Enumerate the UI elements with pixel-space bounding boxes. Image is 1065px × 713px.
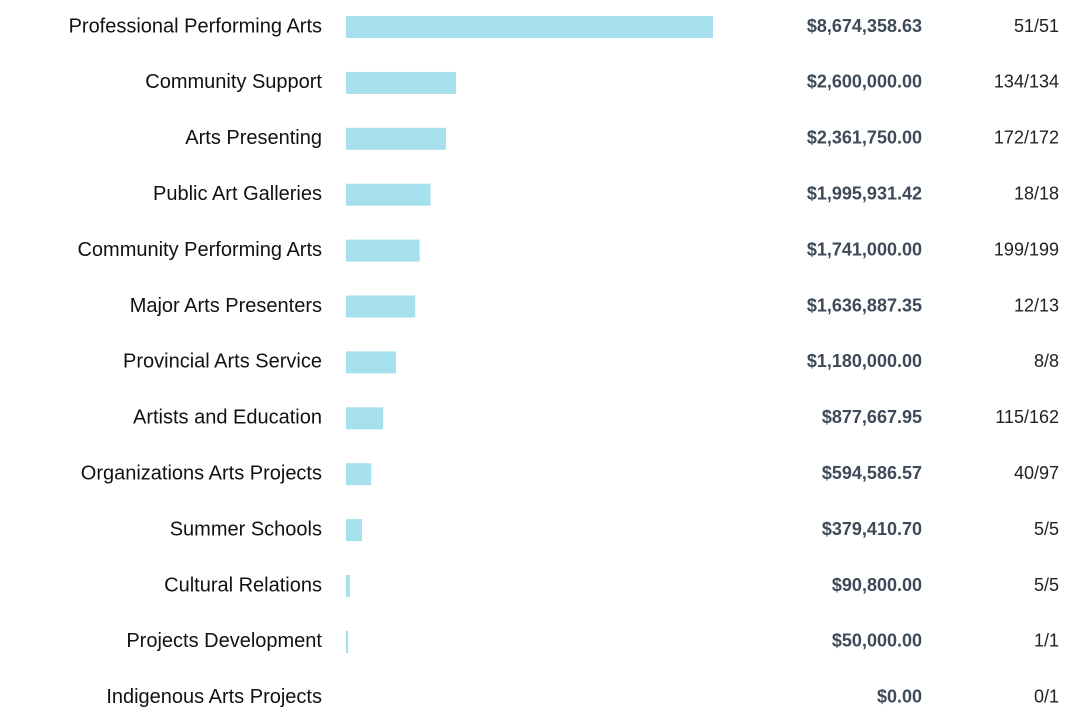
count-label: 5/5 [1034, 519, 1059, 539]
category-label: Indigenous Arts Projects [106, 686, 322, 708]
category-label: Summer Schools [170, 518, 322, 540]
count-label: 199/199 [994, 239, 1059, 259]
category-label: Organizations Arts Projects [81, 462, 322, 484]
amount-label: $2,600,000.00 [807, 72, 922, 92]
bar [346, 463, 372, 486]
count-label: 134/134 [994, 72, 1059, 92]
category-label: Projects Development [126, 630, 322, 652]
category-label: Community Performing Arts [77, 239, 322, 261]
amount-label: $50,000.00 [832, 631, 922, 651]
count-label: 0/1 [1034, 687, 1059, 707]
amount-label: $8,674,358.63 [807, 16, 922, 36]
count-label: 40/97 [1014, 463, 1059, 483]
amount-label: $1,741,000.00 [807, 239, 922, 259]
category-label: Major Arts Presenters [130, 295, 322, 317]
count-label: 18/18 [1014, 183, 1059, 203]
bar [346, 575, 350, 597]
bar [346, 239, 420, 262]
category-label: Provincial Arts Service [123, 351, 322, 373]
amount-label: $90,800.00 [832, 575, 922, 595]
count-label: 172/172 [994, 128, 1059, 148]
count-label: 8/8 [1034, 351, 1059, 371]
count-label: 5/5 [1034, 575, 1059, 595]
count-label: 115/162 [995, 407, 1059, 427]
bar [346, 71, 457, 94]
bar [346, 127, 446, 150]
category-label: Professional Performing Arts [69, 15, 322, 37]
bar [346, 351, 396, 374]
amount-label: $594,586.57 [822, 463, 922, 483]
amount-label: $1,636,887.35 [807, 295, 922, 315]
count-label: 12/13 [1014, 295, 1059, 315]
bar [346, 295, 416, 318]
amount-label: $877,667.95 [822, 407, 922, 427]
count-label: 1/1 [1034, 631, 1059, 651]
category-label: Arts Presenting [185, 127, 322, 149]
category-label: Public Art Galleries [153, 183, 322, 205]
count-label: 51/51 [1014, 16, 1059, 36]
category-label: Artists and Education [133, 407, 322, 429]
category-label: Cultural Relations [164, 574, 322, 596]
amount-label: $1,180,000.00 [807, 351, 922, 371]
bar [346, 16, 713, 38]
bar [346, 183, 431, 206]
bar [346, 630, 349, 653]
bar [346, 519, 363, 542]
amount-label: $0.00 [877, 687, 922, 707]
bar [346, 407, 384, 430]
category-label: Community Support [145, 71, 322, 93]
amount-label: $1,995,931.42 [807, 183, 922, 203]
amount-label: $379,410.70 [822, 519, 922, 539]
amount-label: $2,361,750.00 [807, 128, 922, 148]
